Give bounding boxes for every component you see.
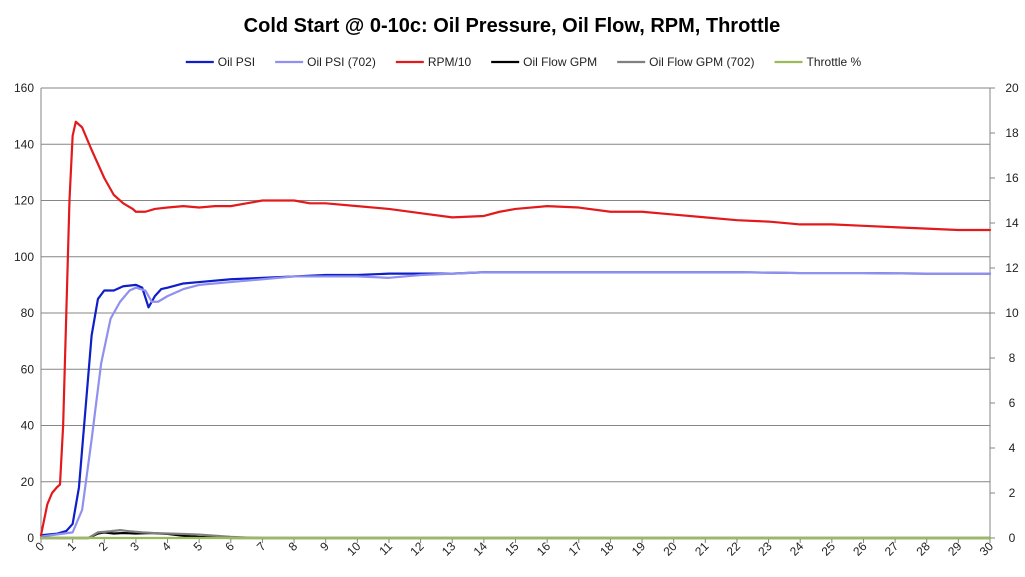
legend: Oil PSI Oil PSI (702) RPM/10 Oil Flow GPM Oi… <box>185 55 862 69</box>
legend-label: Oil Flow GPM <box>523 55 597 69</box>
legend-label: Oil Flow GPM (702) <box>649 55 754 69</box>
x-tick-label: 27 <box>882 539 902 559</box>
y-tick-label: 60 <box>21 362 35 376</box>
x-tick-label: 7 <box>254 539 269 554</box>
legend-label: Oil PSI <box>218 55 255 69</box>
x-tick-label: 4 <box>159 539 174 554</box>
x-tick-label: 28 <box>914 539 934 559</box>
series-line <box>39 271 992 538</box>
y2-tick-label: 18 <box>1005 126 1019 140</box>
y2-tick-label: 0 <box>1009 531 1016 545</box>
y-tick-label: 40 <box>21 419 35 433</box>
y-tick-label: 20 <box>21 475 35 489</box>
x-tick-label: 1 <box>64 539 79 554</box>
x-tick-label: 16 <box>534 539 554 559</box>
y2-tick-label: 4 <box>1009 441 1016 455</box>
y-tick-label: 140 <box>14 137 34 151</box>
y-tick-label: 160 <box>14 81 34 95</box>
x-tick-label: 13 <box>439 539 459 559</box>
x-tick-label: 0 <box>32 539 47 554</box>
x-tick-label: 14 <box>471 539 491 559</box>
y2-tick-label: 12 <box>1005 261 1019 275</box>
x-tick-label: 3 <box>127 539 142 554</box>
x-tick-label: 23 <box>755 539 775 559</box>
x-tick-label: 26 <box>850 539 870 559</box>
y2-tick-label: 10 <box>1005 306 1019 320</box>
x-tick-label: 17 <box>566 539 586 559</box>
x-tick-label: 10 <box>344 539 364 559</box>
x-tick-label: 19 <box>629 539 649 559</box>
x-tick-label: 30 <box>977 539 997 559</box>
chart-title: Cold Start @ 0-10c: Oil Pressure, Oil Fl… <box>244 15 781 37</box>
y-tick-label: 80 <box>21 306 35 320</box>
x-tick-label: 15 <box>502 539 522 559</box>
x-tick-label: 25 <box>819 539 839 559</box>
grid <box>41 87 990 483</box>
x-tick-label: 9 <box>317 539 332 554</box>
x-tick-label: 6 <box>222 539 237 554</box>
y2-tick-label: 6 <box>1009 396 1016 410</box>
x-tick-label: 18 <box>597 539 617 559</box>
y2-tick-label: 8 <box>1009 351 1016 365</box>
x-tick-label: 29 <box>945 539 965 559</box>
x-tick-label: 5 <box>191 539 206 554</box>
y2-tick-label: 2 <box>1009 486 1016 500</box>
x-tick-label: 11 <box>376 539 395 558</box>
y2-tick-label: 14 <box>1005 216 1019 230</box>
legend-label: Throttle % <box>807 55 862 69</box>
x-tick-label: 21 <box>692 539 712 559</box>
x-tick-label: 2 <box>96 539 111 554</box>
y-tick-label: 0 <box>27 531 34 545</box>
series-line <box>39 271 992 537</box>
series-lines <box>39 120 992 540</box>
x-tick-label: 20 <box>660 539 680 559</box>
legend-label: Oil PSI (702) <box>307 55 376 69</box>
y2-tick-label: 16 <box>1005 171 1019 185</box>
x-tick-label: 12 <box>407 539 427 559</box>
x-tick-label: 24 <box>787 539 807 559</box>
y-tick-label: 100 <box>14 250 34 264</box>
x-tick-label: 8 <box>286 539 301 554</box>
legend-label: RPM/10 <box>428 55 472 69</box>
series-line <box>39 120 992 537</box>
y-tick-label: 120 <box>14 194 34 208</box>
x-tick-label: 22 <box>724 539 744 559</box>
y2-tick-label: 20 <box>1005 81 1019 95</box>
